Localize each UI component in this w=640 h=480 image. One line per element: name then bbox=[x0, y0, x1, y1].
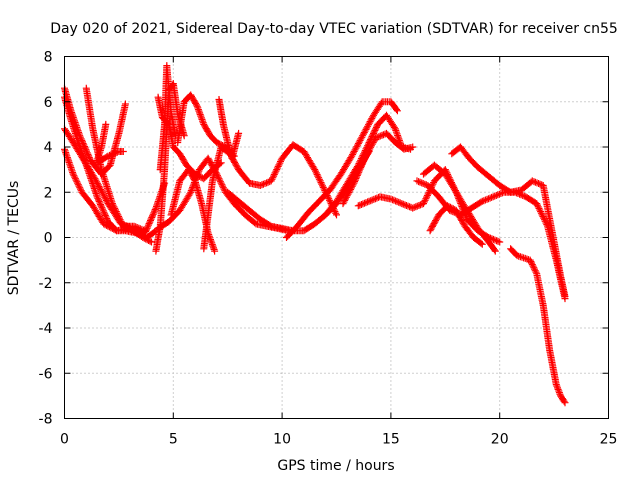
series-track-19 bbox=[339, 129, 417, 208]
series-track-9 bbox=[156, 62, 179, 174]
x-tick-label: 0 bbox=[60, 432, 69, 448]
series-track-15 bbox=[215, 96, 243, 162]
plus-markers bbox=[507, 245, 569, 407]
series-track-23 bbox=[426, 202, 486, 248]
y-tick-labels: -8 -6 -4 -2 0 2 4 6 8 bbox=[39, 50, 53, 428]
plus-markers bbox=[420, 161, 499, 255]
y-tick-label: 8 bbox=[44, 50, 53, 66]
series-track-24 bbox=[448, 143, 569, 300]
x-tick-label: 5 bbox=[169, 432, 178, 448]
x-tick-label: 10 bbox=[273, 432, 291, 448]
series-track-25 bbox=[507, 245, 569, 407]
series-track-17 bbox=[283, 98, 401, 241]
series-track-7 bbox=[93, 120, 110, 165]
plus-markers bbox=[156, 62, 179, 174]
axis-ticks bbox=[64, 56, 609, 419]
y-axis-label: SDTVAR / TECUs bbox=[6, 181, 22, 296]
y-tick-label: -8 bbox=[39, 412, 53, 428]
plus-markers bbox=[339, 129, 417, 208]
y-tick-label: -4 bbox=[39, 321, 53, 337]
x-axis-label: GPS time / hours bbox=[277, 458, 394, 474]
x-tick-label: 20 bbox=[491, 432, 509, 448]
series-track-14 bbox=[200, 141, 340, 253]
y-tick-label: 0 bbox=[44, 231, 53, 247]
plus-markers bbox=[426, 202, 486, 248]
plus-markers bbox=[322, 111, 414, 219]
chart-title: Day 020 of 2021, Sidereal Day-to-day VTE… bbox=[50, 21, 618, 37]
grid-lines bbox=[64, 56, 609, 419]
plus-markers bbox=[200, 141, 340, 253]
x-tick-label: 25 bbox=[600, 432, 618, 448]
y-tick-label: -2 bbox=[39, 276, 53, 292]
y-tick-label: 2 bbox=[44, 185, 53, 201]
plus-markers bbox=[93, 120, 110, 165]
series-track-18 bbox=[322, 111, 414, 219]
series-track-22 bbox=[420, 161, 499, 255]
y-tick-label: 6 bbox=[44, 95, 53, 111]
plot-area bbox=[61, 62, 569, 407]
x-tick-label: 15 bbox=[382, 432, 400, 448]
plus-markers bbox=[215, 96, 243, 162]
x-tick-labels: 0 5 10 15 20 25 bbox=[60, 432, 617, 448]
plus-markers bbox=[283, 98, 401, 241]
y-tick-label: -6 bbox=[39, 366, 53, 382]
plus-markers bbox=[448, 143, 569, 300]
y-tick-label: 4 bbox=[44, 140, 53, 156]
